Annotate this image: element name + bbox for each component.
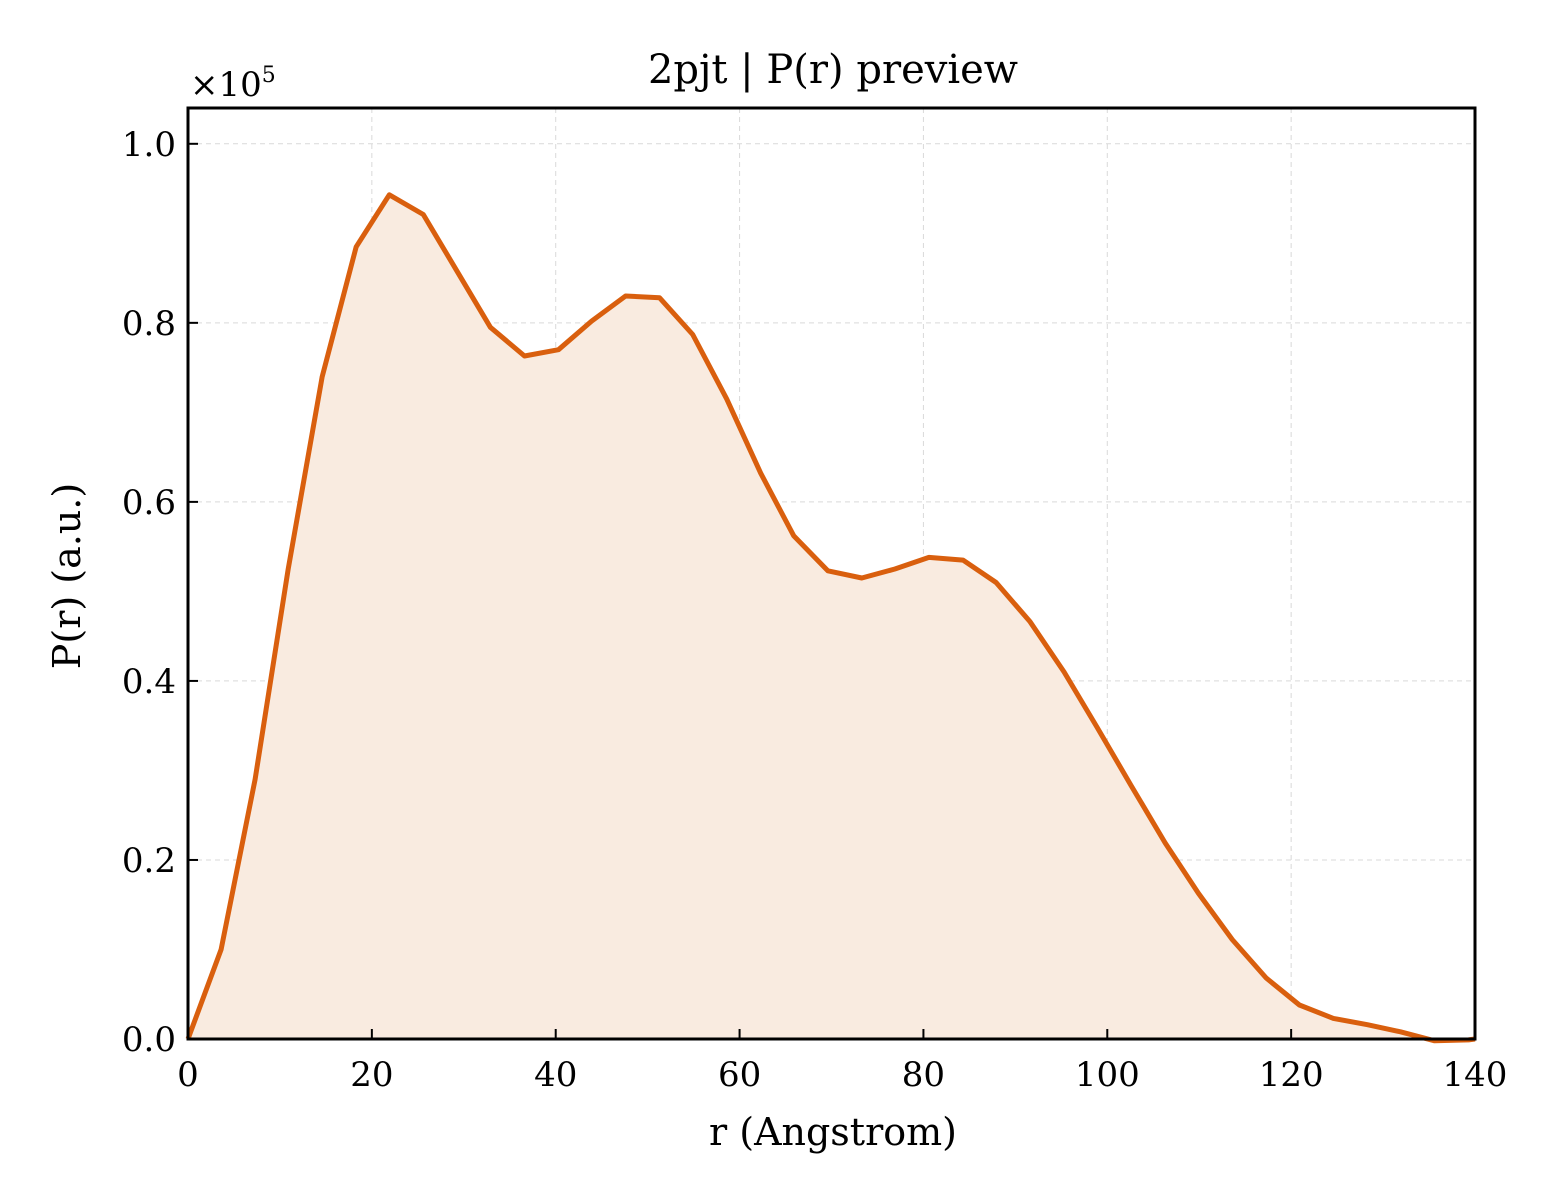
y-tick-label: 0.8 [122, 304, 176, 344]
x-tick-label: 80 [902, 1055, 945, 1095]
data-area-fill [188, 194, 1475, 1041]
y-tick-label: 0.2 [122, 841, 176, 881]
data-line-group [185, 192, 1476, 1044]
x-tick-label: 60 [718, 1055, 761, 1095]
axis-ticks: 0 20 40 60 80 100 120 140 0.0 0.2 0.4 0.6 0.8 1.0 [122, 125, 1508, 1095]
y-tick-label: 0.0 [122, 1020, 176, 1060]
chart-title: 2pjt | P(r) preview [648, 47, 1018, 93]
x-tick-label: 0 [177, 1055, 199, 1095]
y-axis-label: P(r) (a.u.) [45, 483, 89, 669]
x-tick-label: 140 [1443, 1055, 1508, 1095]
y-multiplier-exponent: 5 [262, 63, 276, 88]
data-line [185, 192, 1476, 1044]
y-tick-label: 0.6 [122, 483, 176, 523]
data-area [188, 194, 1475, 1041]
x-tick-label: 40 [534, 1055, 577, 1095]
x-tick-label: 20 [350, 1055, 393, 1095]
y-multiplier: ×105 [190, 63, 276, 105]
x-tick-label: 100 [1075, 1055, 1140, 1095]
x-axis-label: r (Angstrom) [709, 1110, 957, 1154]
plot-frame [186, 106, 1477, 1041]
x-tick-label: 120 [1259, 1055, 1324, 1095]
y-multiplier-base: ×10 [190, 65, 262, 105]
y-tick-label: 1.0 [122, 125, 176, 165]
y-tick-label: 0.4 [122, 662, 176, 702]
